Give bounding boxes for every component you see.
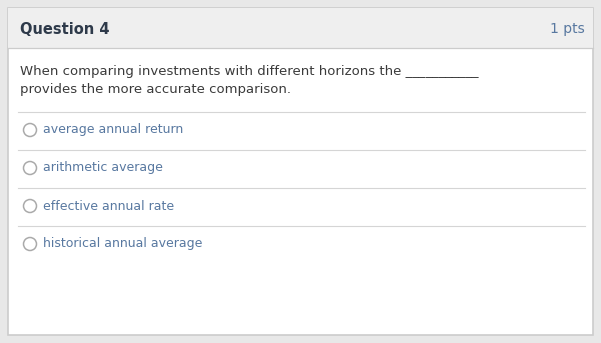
Text: When comparing investments with different horizons the ___________: When comparing investments with differen… xyxy=(20,66,478,79)
FancyBboxPatch shape xyxy=(8,8,593,335)
Text: average annual return: average annual return xyxy=(43,123,183,137)
FancyBboxPatch shape xyxy=(8,8,593,48)
Text: historical annual average: historical annual average xyxy=(43,237,203,250)
Text: 1 pts: 1 pts xyxy=(551,22,585,36)
Text: effective annual rate: effective annual rate xyxy=(43,200,174,213)
Text: provides the more accurate comparison.: provides the more accurate comparison. xyxy=(20,83,291,95)
Text: arithmetic average: arithmetic average xyxy=(43,162,163,175)
Text: Question 4: Question 4 xyxy=(20,22,109,36)
